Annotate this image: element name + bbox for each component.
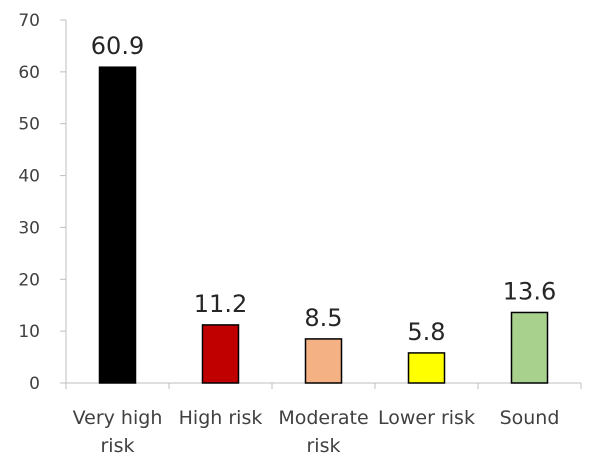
- y-tick-label: 10: [18, 322, 40, 342]
- x-axis: Very high risk High risk Moderate risk Lower …: [65, 382, 582, 457]
- x-tick-label: Moderate: [278, 407, 368, 429]
- x-tick-label: Sound: [500, 407, 560, 429]
- bar: [407, 352, 446, 384]
- y-tick-label: 30: [18, 218, 40, 238]
- x-tick-label: Very high: [73, 407, 163, 429]
- y-tick-label: 40: [18, 167, 40, 187]
- y-tick-label: 0: [29, 374, 40, 394]
- x-tick-label: risk: [101, 435, 135, 457]
- y-tick-label: 50: [18, 115, 40, 135]
- bar: [98, 66, 137, 384]
- x-tick-label: High risk: [179, 407, 263, 429]
- bar: [201, 324, 240, 384]
- x-tick-label: Lower risk: [378, 407, 475, 429]
- bars: [98, 66, 549, 384]
- data-label: 60.9: [91, 32, 144, 60]
- data-labels: 60.9 11.2 8.5 5.8 13.6: [91, 32, 556, 346]
- y-tick-label: 70: [18, 11, 40, 31]
- bar: [510, 311, 549, 384]
- y-axis: 0 10 20 30 40 50 60 70: [18, 11, 67, 394]
- data-label: 5.8: [407, 318, 445, 346]
- data-label: 11.2: [194, 290, 247, 318]
- bar: [304, 338, 343, 384]
- y-tick-label: 60: [18, 63, 40, 83]
- x-tick-label: risk: [307, 435, 341, 457]
- y-tick-label: 20: [18, 270, 40, 290]
- data-label: 13.6: [503, 277, 556, 305]
- data-label: 8.5: [304, 304, 342, 332]
